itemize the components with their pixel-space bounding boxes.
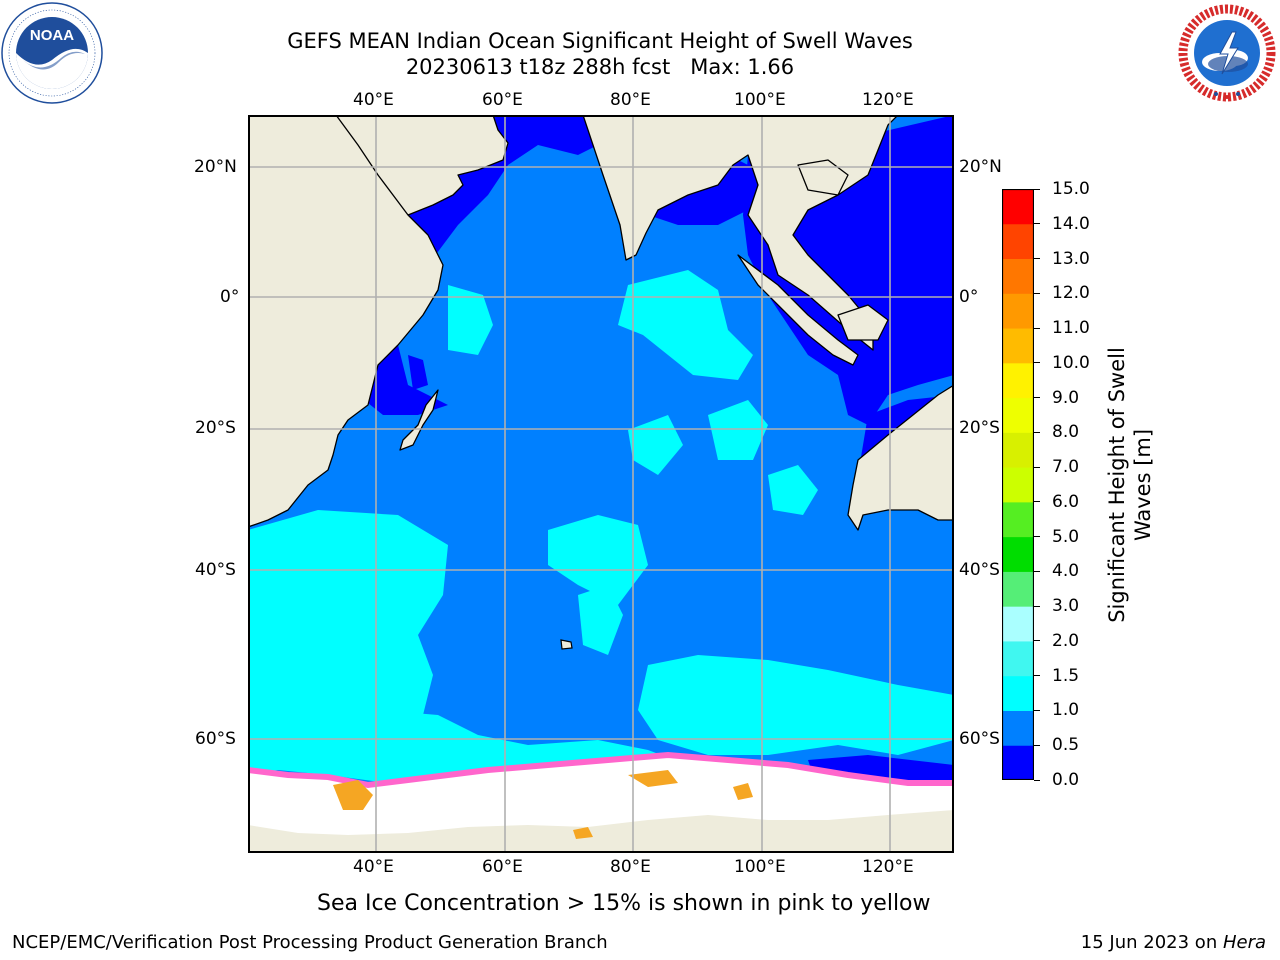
- colorbar-tick-mark: [1034, 744, 1040, 746]
- antarctic-sea-ice: [248, 755, 954, 835]
- ice-orange-patch-1: [333, 780, 373, 810]
- colorbar-tick-label: 13.0: [1052, 248, 1090, 269]
- ice-orange-patch-4: [573, 827, 593, 839]
- colorbar-tick-mark: [1034, 640, 1040, 642]
- colorbar-tick-mark: [1034, 431, 1040, 433]
- colorbar-tick-label: 11.0: [1052, 318, 1090, 339]
- colorbar-tick-label: 14.0: [1052, 213, 1090, 234]
- colorbar-bin: [1002, 362, 1034, 399]
- colorbar-tick-label: 2.0: [1052, 630, 1080, 651]
- colorbar-tick-mark: [1034, 570, 1040, 572]
- colorbar-tick-label: 3.0: [1052, 596, 1080, 617]
- lat-tick-right-20n: 20°N: [959, 157, 1002, 177]
- colorbar-tick-mark: [1034, 292, 1040, 294]
- chart-subtitle: 20230613 t18z 288h fcst Max: 1.66: [405, 55, 795, 79]
- colorbar-tick-mark: [1034, 779, 1040, 781]
- colorbar-tick-label: 1.5: [1052, 665, 1080, 686]
- colorbar-tick-label: 1.0: [1052, 700, 1080, 721]
- colorbar-tick-mark: [1034, 397, 1040, 399]
- footer-left: NCEP/EMC/Verification Post Processing Pr…: [12, 932, 608, 953]
- lat-tick-left-20s: 20°S: [195, 418, 236, 438]
- colorbar-bin: [1002, 675, 1034, 711]
- ice-edge-pink: [248, 751, 954, 789]
- lon-tick-bottom-40e: 40°E: [353, 857, 394, 877]
- noaa-text: NOAA: [30, 27, 74, 44]
- lon-tick-top-100e: 100°E: [734, 90, 786, 110]
- colorbar-tick-mark: [1034, 362, 1040, 364]
- colorbar-tick-mark: [1034, 223, 1040, 225]
- sea-ice-caption: Sea Ice Concentration > 15% is shown in …: [317, 891, 931, 916]
- colorbar-tick-mark: [1034, 536, 1040, 538]
- colorbar-label-line1: Significant Height of Swell: [1105, 347, 1129, 623]
- colorbar-bin: [1002, 710, 1034, 746]
- colorbar-tick-label: 12.0: [1052, 283, 1090, 304]
- lon-tick-bottom-120e: 120°E: [862, 857, 914, 877]
- lon-tick-top-40e: 40°E: [353, 90, 394, 110]
- colorbar-tick-label: 7.0: [1052, 457, 1080, 478]
- colorbar-bin: [1002, 258, 1034, 294]
- map-frame: [248, 115, 954, 853]
- colorbar-bin: [1002, 536, 1034, 572]
- lon-tick-top-80e: 80°E: [610, 90, 651, 110]
- lat-tick-right-0: 0°: [959, 287, 979, 307]
- colorbar-tick-label: 0.5: [1052, 735, 1080, 756]
- colorbar-tick-mark: [1034, 501, 1040, 503]
- colorbar-bin: [1002, 745, 1034, 780]
- lat-tick-left-60s: 60°S: [195, 729, 236, 749]
- colorbar-tick-mark: [1034, 327, 1040, 329]
- chart-title: GEFS MEAN Indian Ocean Significant Heigh…: [287, 29, 913, 53]
- colorbar-bin: [1002, 328, 1034, 364]
- graticule: [248, 115, 954, 853]
- nws-logo: [1177, 3, 1277, 103]
- colorbar-tick-mark: [1034, 675, 1040, 677]
- colorbar-tick-label: 10.0: [1052, 352, 1090, 373]
- colorbar-bin: [1002, 397, 1034, 433]
- colorbar-tick-mark: [1034, 709, 1040, 711]
- colorbar-tick-label: 6.0: [1052, 491, 1080, 512]
- colorbar-bin: [1002, 467, 1034, 503]
- colorbar-tick-label: 9.0: [1052, 387, 1080, 408]
- lon-tick-bottom-100e: 100°E: [734, 857, 786, 877]
- footer-machine: Hera: [1222, 932, 1266, 953]
- colorbar-tick-label: 4.0: [1052, 561, 1080, 582]
- colorbar-label-line2: Waves [m]: [1131, 428, 1155, 542]
- lat-tick-left-20n: 20°N: [194, 157, 237, 177]
- swell-height-map: [248, 115, 954, 853]
- lat-tick-right-20s: 20°S: [959, 418, 1000, 438]
- colorbar: [1002, 189, 1034, 780]
- colorbar-bin: [1002, 640, 1034, 677]
- colorbar-bin: [1002, 501, 1034, 538]
- kerguelen-island: [560, 639, 573, 650]
- lat-tick-right-60s: 60°S: [959, 729, 1000, 749]
- colorbar-bin: [1002, 571, 1034, 607]
- colorbar-label: Significant Height of Swell Waves [m]: [1104, 347, 1156, 623]
- colorbar-tick-label: 15.0: [1052, 179, 1090, 199]
- colorbar-tick-mark: [1034, 466, 1040, 468]
- ice-orange-patch-3: [733, 783, 753, 800]
- colorbar-tick-label: 0.0: [1052, 770, 1080, 790]
- colorbar-bin: [1002, 432, 1034, 468]
- colorbar-bin: [1002, 606, 1034, 642]
- colorbar-tick-mark: [1034, 258, 1040, 260]
- lon-tick-bottom-60e: 60°E: [482, 857, 523, 877]
- colorbar-bin: [1002, 223, 1034, 260]
- colorbar-bin: [1002, 293, 1034, 329]
- noaa-logo: NOAA: [1, 2, 103, 104]
- lon-tick-top-120e: 120°E: [862, 90, 914, 110]
- colorbar-bin: [1002, 189, 1034, 225]
- footer-right: 15 Jun 2023 on Hera: [1081, 932, 1266, 954]
- lat-tick-right-40s: 40°S: [959, 560, 1000, 580]
- colorbar-tick-mark: [1034, 605, 1040, 607]
- colorbar-tick-label: 8.0: [1052, 422, 1080, 443]
- lon-tick-top-60e: 60°E: [482, 90, 523, 110]
- ice-orange-patch-2: [628, 770, 678, 787]
- footer-date: 15 Jun 2023 on: [1080, 932, 1223, 953]
- colorbar-tick-label: 5.0: [1052, 526, 1080, 547]
- lat-tick-left-40s: 40°S: [195, 560, 236, 580]
- colorbar-tick-mark: [1034, 188, 1040, 190]
- lat-tick-left-0: 0°: [220, 287, 240, 307]
- lon-tick-bottom-80e: 80°E: [610, 857, 651, 877]
